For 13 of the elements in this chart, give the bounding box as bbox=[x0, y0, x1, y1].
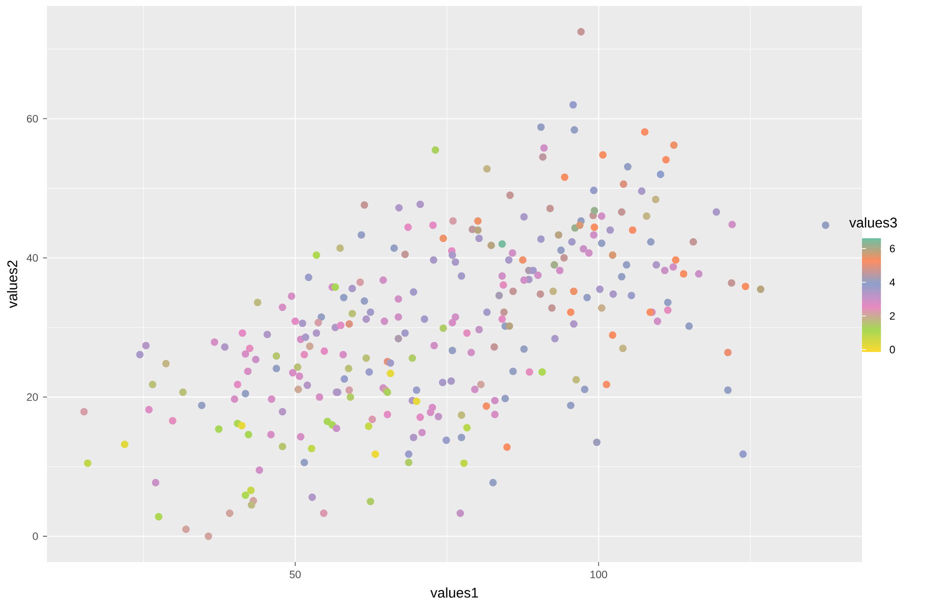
color-bar-label: 4 bbox=[890, 278, 895, 286]
color-bar-label: 2 bbox=[890, 312, 895, 320]
y-tick-label: 40 bbox=[26, 254, 38, 262]
y-tick-label: 60 bbox=[26, 114, 38, 123]
x-tick-label: 50 bbox=[290, 570, 301, 578]
x-tick-label: 100 bbox=[590, 570, 608, 578]
color-bar-label: 0 bbox=[890, 346, 895, 354]
y-tick-label: 0 bbox=[32, 532, 38, 540]
color-bar-label: 6 bbox=[890, 244, 895, 252]
y-axis-title: values2 bbox=[7, 260, 18, 308]
y-tick-label: 20 bbox=[26, 393, 38, 401]
x-axis-title: values1 bbox=[430, 587, 478, 598]
color-bar-title: values3 bbox=[849, 217, 897, 228]
